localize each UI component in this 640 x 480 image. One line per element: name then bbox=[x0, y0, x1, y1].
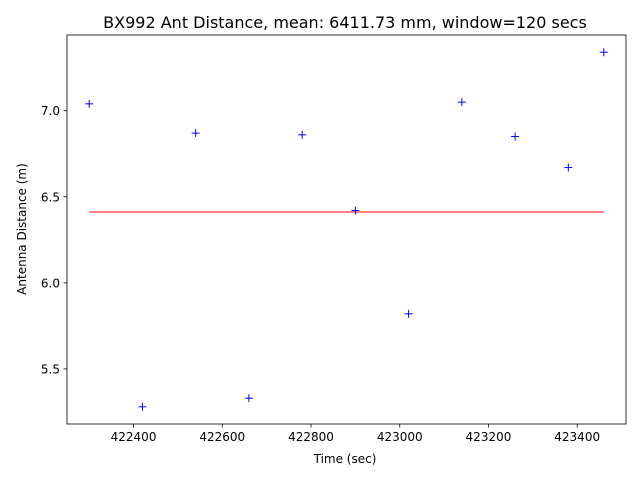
data-point-marker bbox=[351, 206, 360, 215]
data-point-marker bbox=[244, 394, 253, 403]
x-tick-label: 423000 bbox=[377, 430, 423, 444]
data-point-marker bbox=[85, 99, 94, 108]
x-tick-label: 422800 bbox=[288, 430, 334, 444]
data-point-marker bbox=[138, 402, 147, 411]
data-point-marker bbox=[404, 309, 413, 318]
data-point-marker bbox=[457, 98, 466, 107]
x-tick-label: 423200 bbox=[466, 430, 512, 444]
y-tick-label: 6.5 bbox=[41, 190, 60, 204]
data-point-marker bbox=[511, 132, 520, 141]
y-tick-label: 5.5 bbox=[41, 362, 60, 376]
data-point-marker bbox=[298, 130, 307, 139]
data-point-marker bbox=[599, 48, 608, 57]
x-tick-label: 422400 bbox=[111, 430, 157, 444]
y-tick-label: 6.0 bbox=[41, 276, 60, 290]
x-axis-label: Time (sec) bbox=[313, 452, 377, 466]
plot-area: 422400 422600 422800 423000 423200 423400 5.5 6… bbox=[41, 34, 627, 444]
axes-frame bbox=[66, 34, 627, 425]
x-tick-label: 423400 bbox=[554, 430, 600, 444]
y-axis-label: Antenna Distance (m) bbox=[15, 163, 29, 295]
x-tick-label: 422600 bbox=[199, 430, 245, 444]
data-point-marker bbox=[564, 163, 573, 172]
y-tick-label: 7.0 bbox=[41, 104, 60, 118]
data-point-marker bbox=[191, 129, 200, 138]
chart-title: BX992 Ant Distance, mean: 6411.73 mm, wi… bbox=[103, 13, 587, 32]
